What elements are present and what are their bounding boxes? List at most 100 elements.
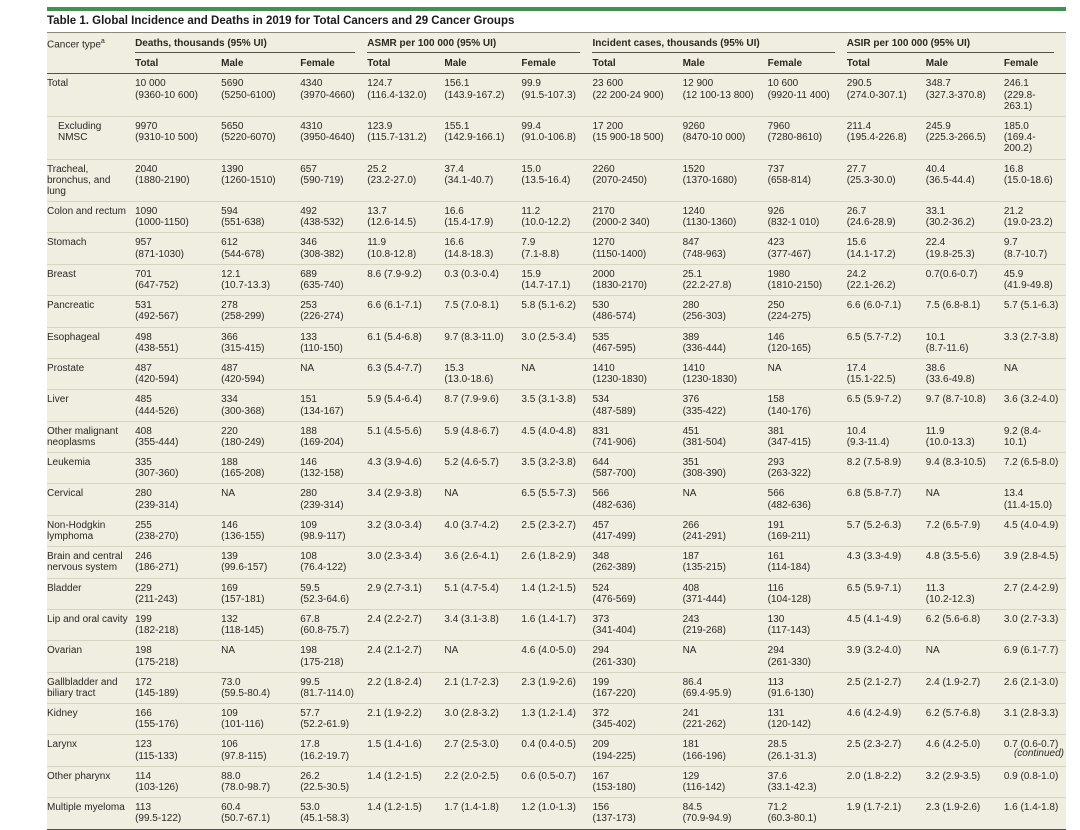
table-cell: 2.5 (2.1-2.7) bbox=[846, 672, 926, 705]
table-cell: NA bbox=[521, 358, 593, 391]
table-cell: 4.5 (4.1-4.9) bbox=[846, 609, 926, 642]
table-row: Stomach 957 (871-1030) 612 (544-678) 346 (3… bbox=[47, 232, 1066, 265]
table-cell: 3.9 (2.8-4.5) bbox=[1003, 546, 1066, 579]
table-cell: 6.9 (6.1-7.7) bbox=[1003, 640, 1066, 673]
table-cell: 191 (169-211) bbox=[767, 515, 847, 548]
table-cell: 146 (132-158) bbox=[300, 452, 368, 485]
group-deaths: Deaths, thousands (95% UI) bbox=[135, 32, 368, 56]
table-cell: 146 (120-165) bbox=[767, 327, 847, 359]
table-cell: 245.9 (225.3-266.5) bbox=[925, 116, 1004, 160]
table-cell: 60.4 (50.7-67.1) bbox=[221, 797, 301, 830]
table-cell: 198 (175-218) bbox=[135, 640, 222, 673]
table-row: Excluding NMSC 9970 (9310-10 500) 5650 (52… bbox=[47, 116, 1066, 160]
table-cell: 15.6 (14.1-17.2) bbox=[846, 232, 926, 265]
table-cell: 280 (256-303) bbox=[682, 295, 768, 328]
col-incident-female: Female bbox=[767, 55, 847, 75]
table-cell: NA bbox=[1003, 358, 1066, 391]
row-label: Ovarian bbox=[47, 640, 136, 673]
table-cell: 37.6 (33.1-42.3) bbox=[767, 766, 847, 799]
table-cell: 831 (741-906) bbox=[592, 421, 683, 454]
table-cell: 53.0 (45.1-58.3) bbox=[300, 797, 368, 830]
table-cell: 133 (110-150) bbox=[300, 327, 368, 359]
table-cell: 3.4 (3.1-3.8) bbox=[444, 609, 522, 642]
table-cell: 737 (658-814) bbox=[767, 159, 847, 203]
table-cell: 8.7 (7.9-9.6) bbox=[444, 389, 522, 422]
table-cell: NA bbox=[925, 640, 1004, 673]
row-label: Stomach bbox=[47, 232, 136, 265]
table-cell: 73.0 (59.5-80.4) bbox=[221, 672, 301, 705]
col-asmr-total: Total bbox=[367, 55, 445, 75]
row-label: Other malignant neoplasms bbox=[47, 421, 136, 454]
table-cell: 423 (377-467) bbox=[767, 232, 847, 265]
table-cell: 1.4 (1.2-1.5) bbox=[521, 578, 593, 610]
table-cell: 451 (381-504) bbox=[682, 421, 768, 454]
row-label: Kidney bbox=[47, 703, 136, 736]
table-cell: 7.2 (6.5-7.9) bbox=[925, 515, 1004, 548]
table-cell: 2040 (1880-2190) bbox=[135, 159, 222, 203]
table-cell: 0.6 (0.5-0.7) bbox=[521, 766, 593, 799]
table-cell: 535 (467-595) bbox=[592, 327, 683, 359]
table-cell: 5.1 (4.7-5.4) bbox=[444, 578, 522, 610]
table-cell: 7.5 (6.8-8.1) bbox=[925, 295, 1004, 328]
table-row: Non-Hodgkin lymphoma 255 (238-270) 146 (13… bbox=[47, 515, 1066, 548]
table-cell: 155.1 (142.9-166.1) bbox=[444, 116, 522, 160]
table-cell: 21.2 (19.0-23.2) bbox=[1003, 201, 1066, 234]
table-cell: 335 (307-360) bbox=[135, 452, 222, 485]
table-cell: 0.7 (0.6-0.7) bbox=[1003, 734, 1066, 767]
table-cell: 25.2 (23.2-27.0) bbox=[367, 159, 445, 203]
table-cell: 294 (261-330) bbox=[767, 640, 847, 673]
row-label: Breast bbox=[47, 264, 136, 297]
table-cell: 3.2 (2.9-3.5) bbox=[925, 766, 1004, 799]
table-cell: 1.6 (1.4-1.8) bbox=[1003, 797, 1066, 830]
table-cell: 181 (166-196) bbox=[682, 734, 768, 767]
table-cell: NA bbox=[682, 640, 768, 673]
table-cell: 12 900 (12 100-13 800) bbox=[682, 73, 768, 117]
table-cell: 2.9 (2.7-3.1) bbox=[367, 578, 445, 610]
table-cell: 566 (482-636) bbox=[767, 483, 847, 516]
table-cell: 485 (444-526) bbox=[135, 389, 222, 422]
table-cell: 23 600 (22 200-24 900) bbox=[592, 73, 683, 117]
table-cell: 123 (115-133) bbox=[135, 734, 222, 767]
table-cell: 116 (104-128) bbox=[767, 578, 847, 610]
table-cell: 3.2 (3.0-3.4) bbox=[367, 515, 445, 548]
table-cell: 4310 (3950-4640) bbox=[300, 116, 368, 160]
col-incident-male: Male bbox=[682, 55, 768, 75]
table-cell: 15.3 (13.0-18.6) bbox=[444, 358, 522, 391]
table-body: Total 10 000 (9360-10 600) 5690 (5250-6100… bbox=[47, 73, 1066, 830]
table-cell: 220 (180-249) bbox=[221, 421, 301, 454]
table-cell: 108 (76.4-122) bbox=[300, 546, 368, 579]
table-cell: 11.2 (10.0-12.2) bbox=[521, 201, 593, 234]
table-cell: 57.7 (52.2-61.9) bbox=[300, 703, 368, 736]
table-cell: 457 (417-499) bbox=[592, 515, 683, 548]
table-cell: 266 (241-291) bbox=[682, 515, 768, 548]
table-cell: 166 (155-176) bbox=[135, 703, 222, 736]
table-cell: 15.0 (13.5-16.4) bbox=[521, 159, 593, 203]
table-cell: 9.2 (8.4-10.1) bbox=[1003, 421, 1066, 454]
table-cell: 6.8 (5.8-7.7) bbox=[846, 483, 926, 516]
table-cell: 530 (486-574) bbox=[592, 295, 683, 328]
table-cell: 6.6 (6.1-7.1) bbox=[367, 295, 445, 328]
table-row: Colon and rectum 1090 (1000-1150) 594 (551… bbox=[47, 201, 1066, 234]
table-cell: 348 (262-389) bbox=[592, 546, 683, 579]
table-cell: 6.1 (5.4-6.8) bbox=[367, 327, 445, 359]
row-label: Excluding NMSC bbox=[47, 116, 136, 160]
table-cell: 0.4 (0.4-0.5) bbox=[521, 734, 593, 767]
table-cell: 2260 (2070-2450) bbox=[592, 159, 683, 203]
table-cell: NA bbox=[925, 483, 1004, 516]
table-cell: 376 (335-422) bbox=[682, 389, 768, 422]
table-cell: 1390 (1260-1510) bbox=[221, 159, 301, 203]
table-row: Leukemia 335 (307-360) 188 (165-208) 146 (1… bbox=[47, 452, 1066, 485]
table-cell: 6.5 (5.5-7.3) bbox=[521, 483, 593, 516]
table-cell: 255 (238-270) bbox=[135, 515, 222, 548]
table-cell: 146 (136-155) bbox=[221, 515, 301, 548]
table-cell: 3.0 (2.5-3.4) bbox=[521, 327, 593, 359]
table-cell: 2.4 (2.2-2.7) bbox=[367, 609, 445, 642]
table-row: Cervical 280 (239-314) NA 280 (239-314) 3.4 … bbox=[47, 483, 1066, 516]
table-cell: 10 600 (9920-11 400) bbox=[767, 73, 847, 117]
table-cell: 109 (101-116) bbox=[221, 703, 301, 736]
table-cell: 2.3 (1.9-2.6) bbox=[925, 797, 1004, 830]
table-cell: 6.2 (5.6-6.8) bbox=[925, 609, 1004, 642]
table-cell: 15.9 (14.7-17.1) bbox=[521, 264, 593, 297]
row-label: Brain and central nervous system bbox=[47, 546, 136, 579]
table-cell: 88.0 (78.0-98.7) bbox=[221, 766, 301, 799]
